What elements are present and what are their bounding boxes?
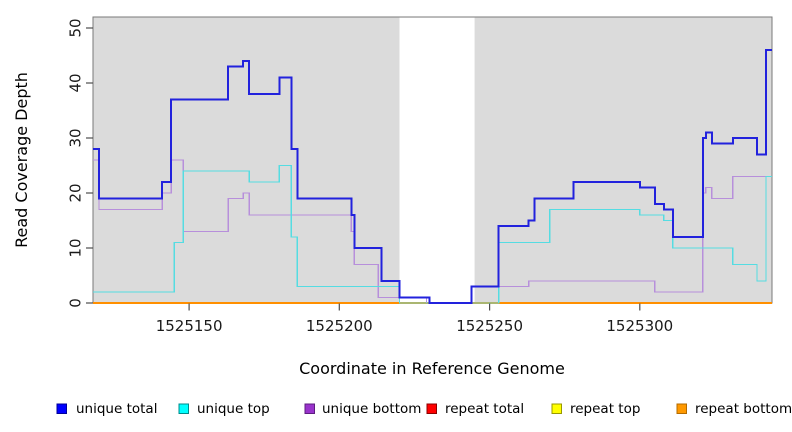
- y-axis-ticks: [86, 27, 93, 304]
- legend-label-unique-total: unique total: [76, 401, 157, 417]
- legend-label-repeat-total: repeat total: [445, 401, 524, 417]
- legend-swatch-unique-bottom: [304, 403, 315, 414]
- x-axis-ticks: [188, 303, 641, 311]
- series-line-unique-bottom: [93, 159, 772, 304]
- x-axis-tick-labels: 1525150 1525200 1525250 1525300: [156, 317, 674, 335]
- y-axis-tick-labels: 0 10 20 30 40 50: [67, 18, 85, 307]
- legend-label-repeat-top: repeat top: [570, 401, 640, 417]
- legend: unique total unique top unique bottom re…: [56, 401, 792, 417]
- y-axis-title: Read Coverage Depth: [12, 72, 31, 248]
- x-tick-label: 1525250: [456, 317, 523, 335]
- legend-label-unique-bottom: unique bottom: [322, 401, 421, 417]
- x-tick-label: 1525150: [156, 317, 223, 335]
- legend-swatch-repeat-bottom: [676, 403, 687, 414]
- x-tick-label: 1525200: [306, 317, 373, 335]
- series-line-unique-total: [93, 49, 772, 304]
- y-tick-label: 0: [67, 298, 85, 308]
- legend-swatch-repeat-top: [551, 403, 562, 414]
- x-tick-label: 1525300: [606, 317, 673, 335]
- x-axis-title: Coordinate in Reference Genome: [299, 359, 565, 378]
- y-tick-label: 40: [67, 73, 85, 92]
- series-lines: [93, 49, 772, 304]
- legend-swatch-unique-total: [56, 403, 67, 414]
- y-tick-label: 30: [67, 128, 85, 147]
- y-tick-label: 10: [67, 238, 85, 257]
- legend-label-unique-top: unique top: [197, 401, 270, 417]
- y-tick-label: 20: [67, 183, 85, 202]
- legend-swatch-repeat-total: [426, 403, 437, 414]
- unshaded-region-band: [399, 17, 475, 303]
- y-tick-label: 50: [67, 18, 85, 37]
- legend-swatch-unique-top: [178, 403, 189, 414]
- legend-label-repeat-bottom: repeat bottom: [695, 401, 792, 417]
